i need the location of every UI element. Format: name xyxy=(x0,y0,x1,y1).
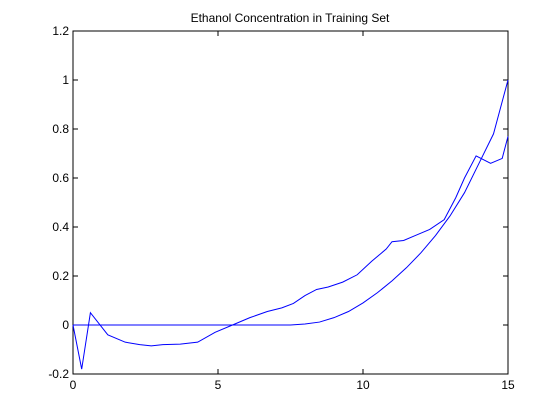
x-tick-label: 10 xyxy=(356,378,370,392)
y-tick-label: 0.4 xyxy=(52,220,69,234)
x-tick-label: 15 xyxy=(501,378,515,392)
y-tick-label: 0.2 xyxy=(52,269,69,283)
y-tick-label: -0.2 xyxy=(48,367,69,381)
y-tick-label: 0.8 xyxy=(52,122,69,136)
chart-title: Ethanol Concentration in Training Set xyxy=(191,11,390,25)
axes-box xyxy=(72,30,509,375)
y-tick-label: 0.6 xyxy=(52,171,69,185)
y-tick-label: 0 xyxy=(62,318,69,332)
y-tick-label: 1 xyxy=(62,73,69,87)
x-tick-label: 0 xyxy=(70,378,77,392)
series-line-2 xyxy=(72,136,509,370)
series-line-1 xyxy=(73,79,509,326)
plot-area: 0 5 10 15-0.200.20.40.60.811.2 xyxy=(48,24,515,392)
y-tick-label: 1.2 xyxy=(52,24,69,38)
x-tick-label: 5 xyxy=(215,378,222,392)
